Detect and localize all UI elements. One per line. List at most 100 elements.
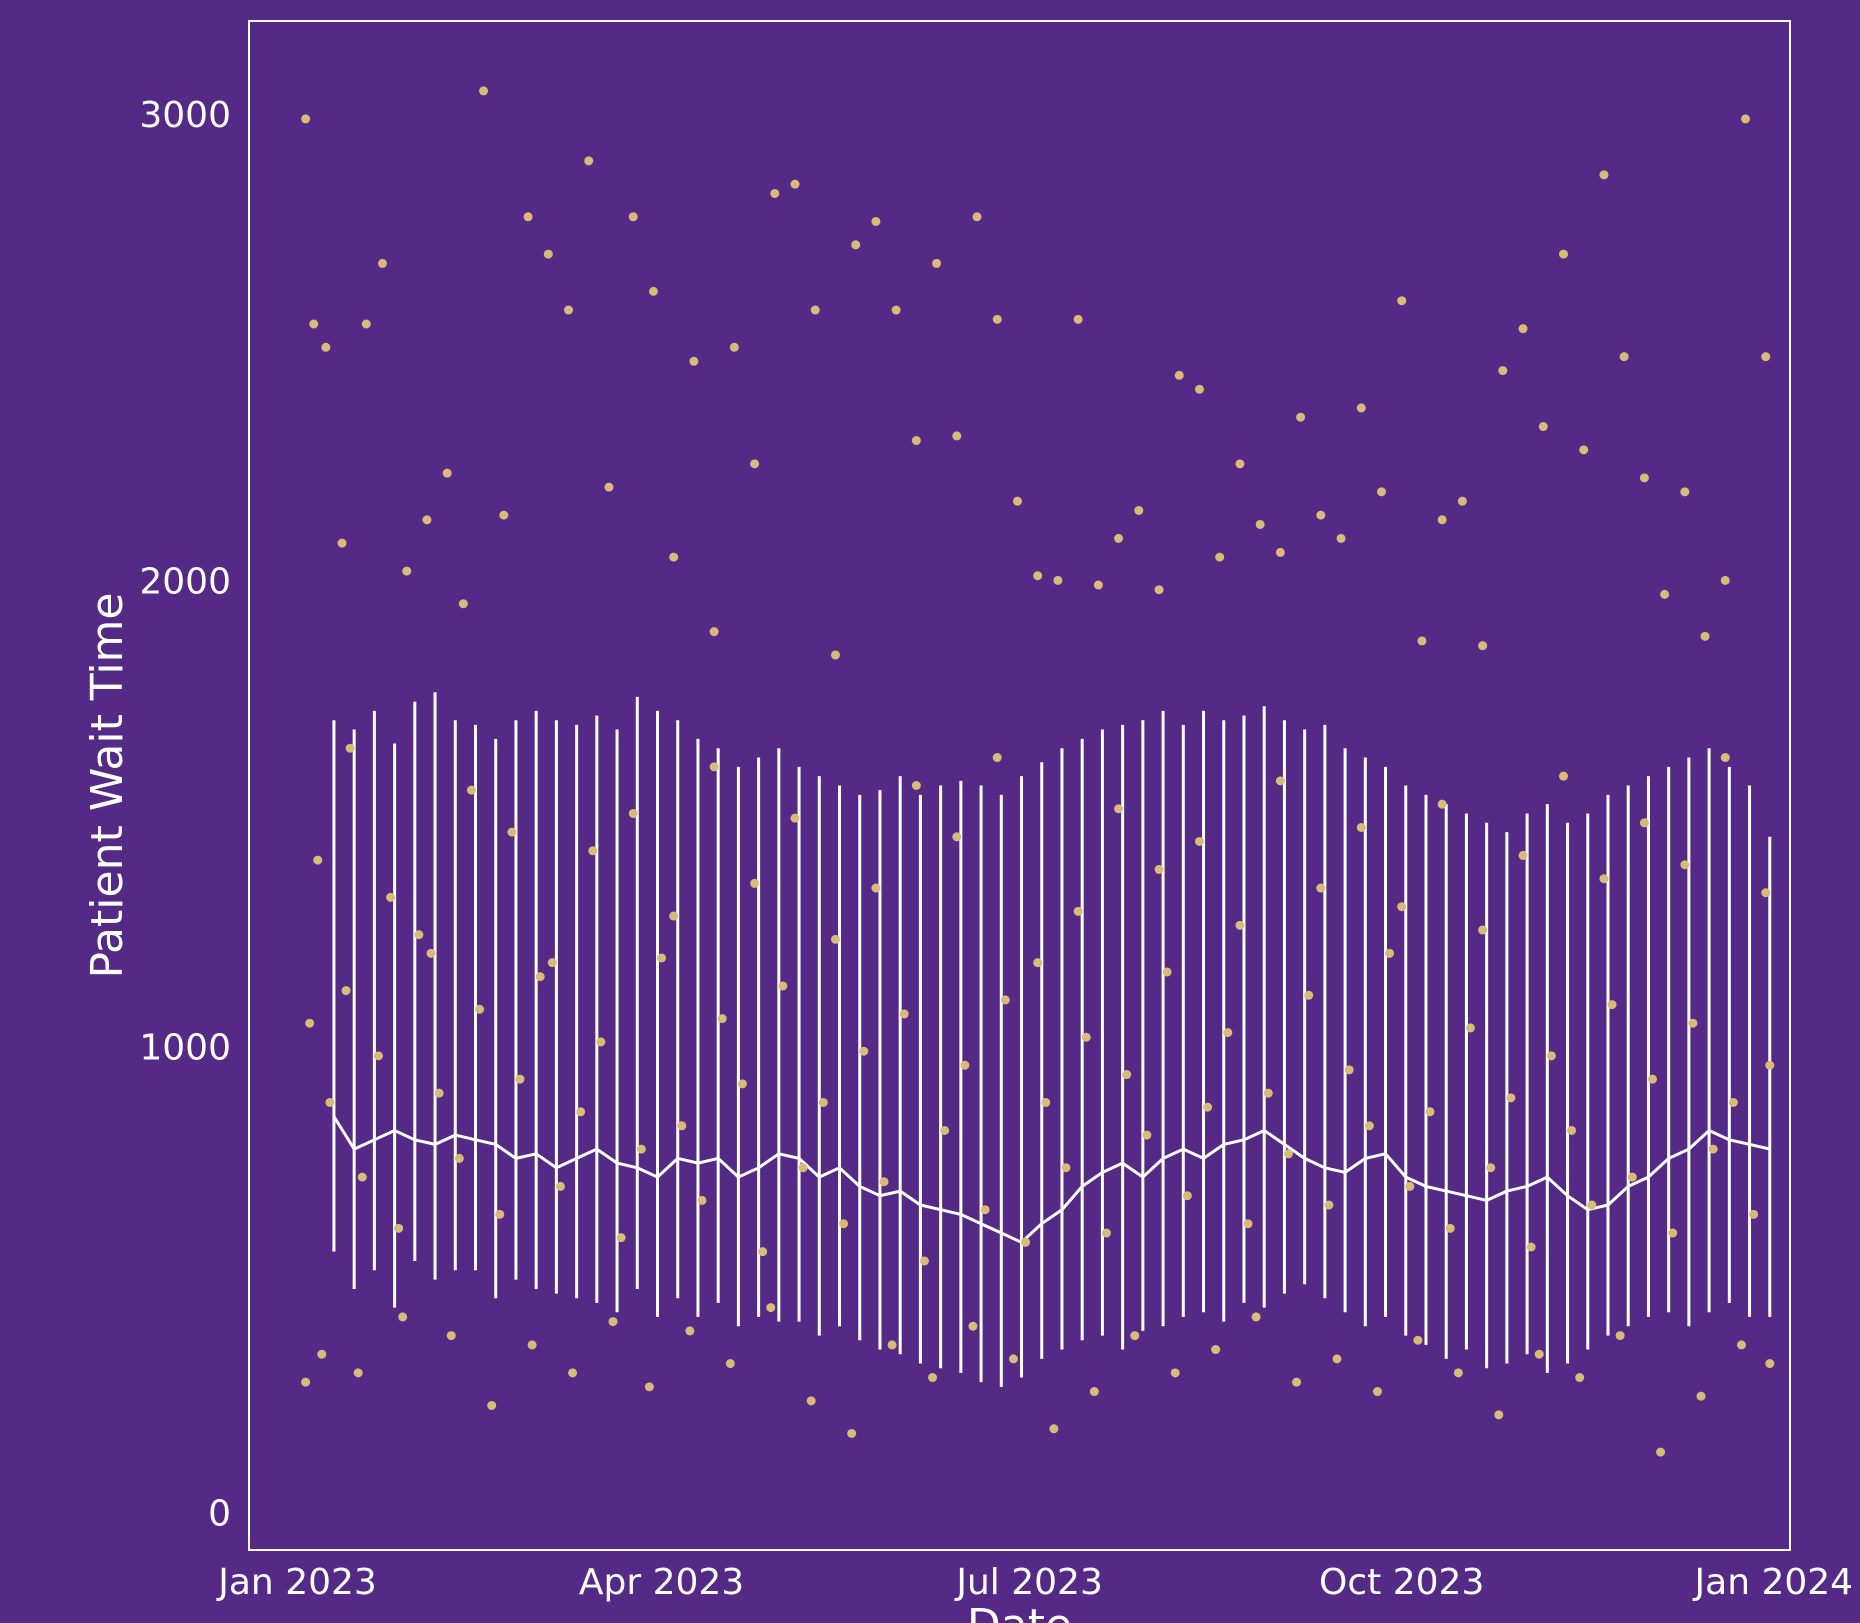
data-point <box>1765 1060 1775 1070</box>
data-point <box>1425 1107 1435 1117</box>
data-point <box>1518 850 1528 860</box>
data-point <box>1405 1181 1415 1191</box>
data-point <box>479 86 489 96</box>
data-point <box>677 1121 687 1131</box>
data-point <box>685 1326 695 1336</box>
data-point <box>377 258 387 268</box>
data-point <box>1283 1149 1293 1159</box>
data-point <box>766 1303 776 1313</box>
data-point <box>657 953 667 963</box>
data-point <box>1235 459 1245 469</box>
data-point <box>960 1060 970 1070</box>
data-point <box>980 1205 990 1215</box>
data-point <box>305 1018 315 1028</box>
data-point <box>806 1396 816 1406</box>
data-point <box>398 1312 408 1322</box>
data-point <box>1708 1144 1718 1154</box>
data-point <box>1413 1335 1423 1345</box>
data-point <box>1049 1424 1059 1434</box>
y-axis: 0 1000 2000 3000 <box>139 95 231 1534</box>
data-point <box>737 1079 747 1089</box>
data-point <box>1700 631 1710 641</box>
data-point <box>1538 422 1548 432</box>
data-point <box>1122 1070 1132 1080</box>
data-point <box>1680 860 1690 870</box>
data-point <box>669 552 679 562</box>
data-point <box>1154 585 1164 595</box>
data-point <box>466 785 476 795</box>
data-point <box>499 510 509 520</box>
data-point <box>1579 445 1589 455</box>
data-point <box>729 342 739 352</box>
data-point <box>1114 533 1124 543</box>
y-tick-label: 2000 <box>139 561 231 602</box>
data-point <box>1275 776 1285 786</box>
data-point <box>992 314 1002 324</box>
data-point <box>709 627 719 637</box>
data-point <box>750 878 760 888</box>
data-point <box>717 1014 727 1024</box>
data-point <box>1720 753 1730 763</box>
data-point <box>1364 1121 1374 1131</box>
data-point <box>1453 1368 1463 1378</box>
wait-time-line <box>332 1115 1771 1245</box>
data-point <box>1101 1228 1111 1238</box>
data-point <box>1498 366 1508 376</box>
data-point <box>790 179 800 189</box>
data-point <box>1599 170 1609 180</box>
data-point <box>604 482 614 492</box>
data-point <box>887 1340 897 1350</box>
data-point <box>321 342 331 352</box>
data-point <box>1211 1345 1221 1355</box>
data-point <box>487 1400 497 1410</box>
data-point <box>535 972 545 982</box>
data-point <box>1660 589 1670 599</box>
data-point <box>847 1428 857 1438</box>
data-point <box>830 650 840 660</box>
data-point <box>394 1223 404 1233</box>
data-point <box>1518 324 1528 334</box>
data-point <box>1688 1018 1698 1028</box>
data-point <box>1486 1163 1496 1173</box>
data-point <box>1073 906 1083 916</box>
data-point <box>1142 1130 1152 1140</box>
data-point <box>879 1177 889 1187</box>
data-point <box>301 114 311 124</box>
data-point <box>1397 296 1407 306</box>
data-point <box>1053 575 1063 585</box>
data-point <box>1203 1102 1213 1112</box>
data-point <box>1093 580 1103 590</box>
data-point <box>1324 1200 1334 1210</box>
data-point <box>911 781 921 790</box>
data-point <box>1445 1223 1455 1233</box>
x-tick-label: Oct 2023 <box>1319 1562 1484 1603</box>
data-point <box>317 1349 327 1359</box>
data-point <box>1134 505 1144 515</box>
data-point <box>1033 958 1043 968</box>
data-point <box>830 934 840 944</box>
data-point <box>1478 641 1488 651</box>
data-point <box>1397 902 1407 912</box>
data-point <box>1263 1088 1273 1098</box>
data-point <box>851 240 861 250</box>
data-point <box>1332 1354 1342 1364</box>
data-point <box>648 286 658 296</box>
data-point <box>1223 1028 1233 1038</box>
data-point <box>1130 1331 1140 1341</box>
data-point <box>584 156 594 166</box>
data-point <box>576 1107 586 1117</box>
data-point <box>636 1144 646 1154</box>
data-point <box>697 1195 707 1205</box>
data-point <box>1619 352 1629 362</box>
data-point <box>1615 1331 1625 1341</box>
data-point <box>859 1046 869 1056</box>
data-point <box>357 1172 367 1182</box>
data-point <box>928 1373 938 1383</box>
data-point <box>1073 314 1083 324</box>
data-point <box>1251 1312 1261 1322</box>
data-point <box>972 212 982 222</box>
data-point <box>1599 874 1609 884</box>
data-point <box>547 958 557 968</box>
data-point <box>1376 487 1386 497</box>
data-point <box>515 1074 525 1084</box>
